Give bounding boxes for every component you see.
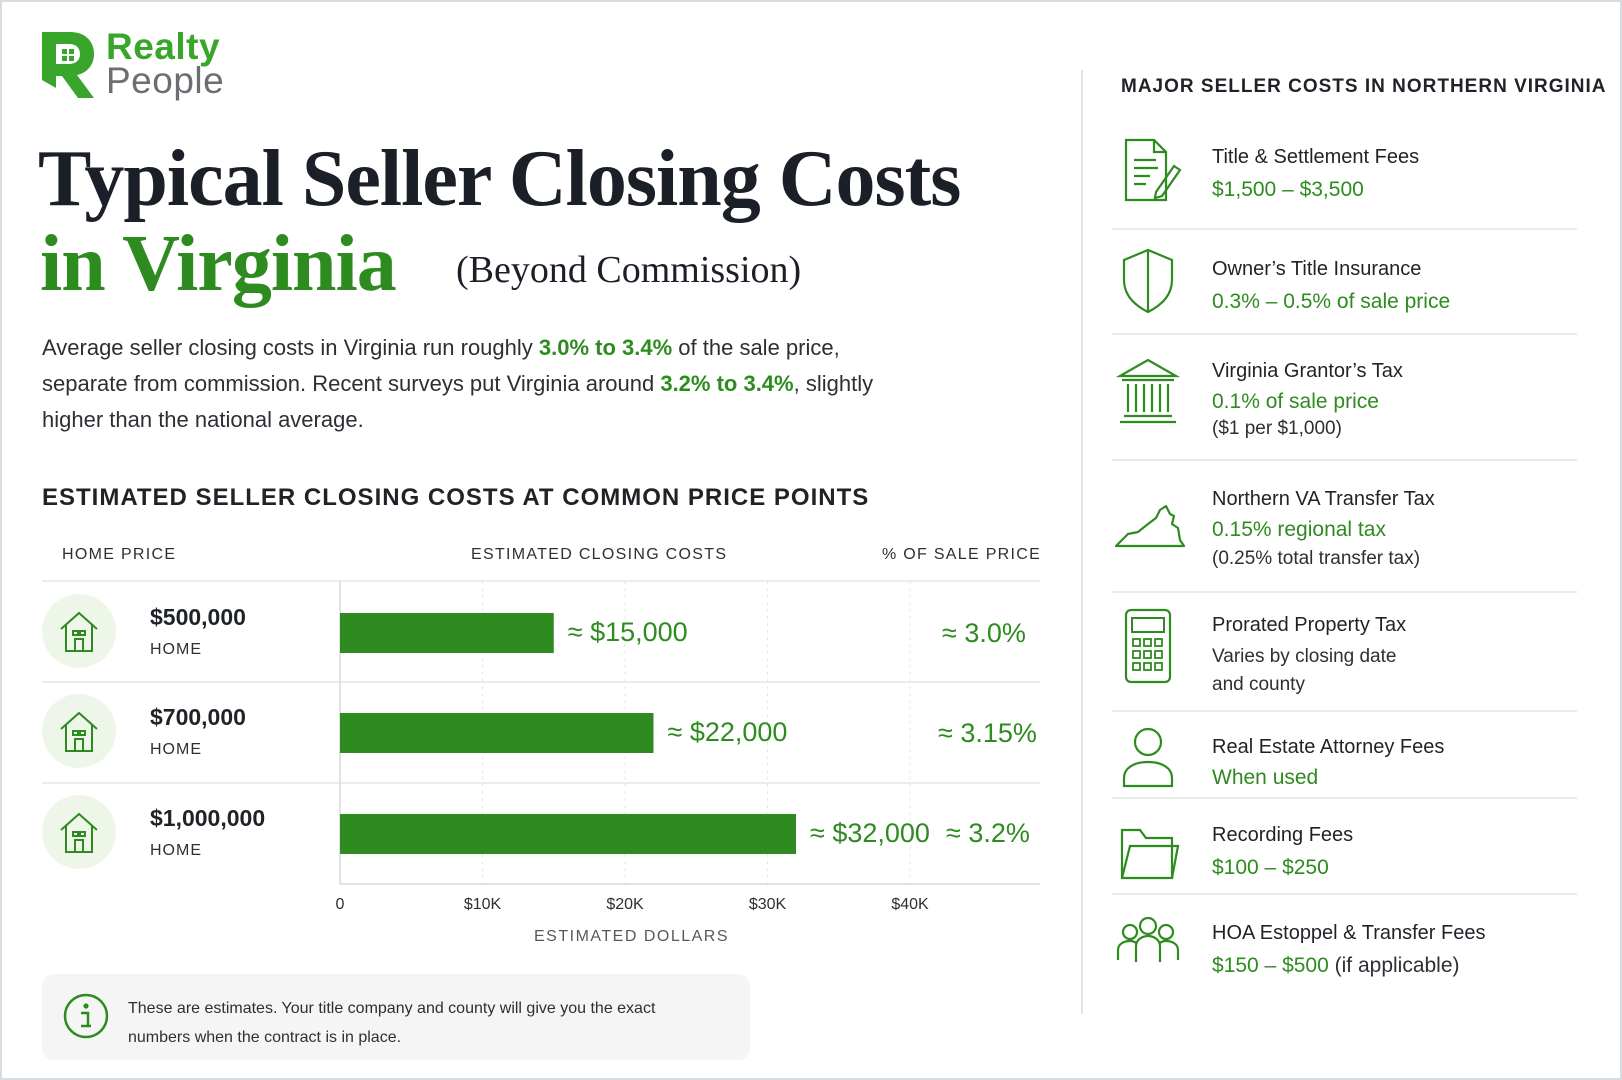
bar (340, 814, 796, 854)
column-divider (1081, 70, 1083, 1014)
row-price: $1,000,000 (150, 805, 266, 831)
row-home-label: HOME (150, 641, 202, 658)
page-title-line1: Typical Seller Closing Costs (38, 135, 961, 223)
home-icon-circle (42, 594, 116, 668)
row-home-label: HOME (150, 741, 202, 758)
intro-text-2: of the sale price, separate from commiss… (42, 335, 840, 396)
cost-item-property-tax: Prorated Property Tax Varies by closing … (1112, 608, 1577, 708)
x-axis-title: ESTIMATED DOLLARS (534, 928, 730, 945)
chart-section-title: ESTIMATED SELLER CLOSING COSTS AT COMMON… (42, 484, 870, 511)
intro-highlight-1: 3.0% to 3.4% (538, 335, 673, 360)
intro-text-1: Average seller closing costs in Virginia… (42, 335, 539, 360)
note-text: These are estimates. Your title company … (128, 1000, 656, 1046)
brand-name-line1: Realty (106, 26, 221, 67)
percent-label: ≈ 3.15% (938, 718, 1037, 748)
divider (1112, 228, 1577, 230)
house-icon (60, 711, 98, 752)
cost-value-amount: $150 – $500 (1212, 954, 1329, 977)
shield-icon (1122, 248, 1174, 314)
x-tick-label: 0 (335, 896, 345, 913)
percent-label: ≈ 3.0% (942, 618, 1026, 648)
x-tick-label: $30K (748, 896, 787, 913)
cost-name: Northern VA Transfer Tax (1212, 488, 1435, 510)
right-column-heading: MAJOR SELLER COSTS IN NORTHERN VIRGINIA (1121, 76, 1607, 97)
divider (1112, 459, 1577, 461)
cost-name: Recording Fees (1212, 824, 1354, 846)
intro-text-3: , slightly higher than the national aver… (42, 371, 874, 432)
cost-name: Title & Settlement Fees (1212, 146, 1420, 168)
calculator-icon (1124, 608, 1172, 684)
info-icon (63, 993, 109, 1039)
row-label-700k: $700,000 HOME (150, 704, 246, 759)
folder-icon (1120, 828, 1180, 880)
bar-value-label: ≈ $15,000 (567, 617, 688, 647)
cost-item-grantors-tax: Virginia Grantor’s Tax 0.1% of sale pric… (1112, 356, 1577, 456)
divider (1112, 591, 1577, 593)
cost-item-hoa: HOA Estoppel & Transfer Fees $150 – $500… (1112, 914, 1577, 994)
row-home-label: HOME (150, 842, 202, 859)
row-label-500k: $500,000 HOME (150, 604, 246, 659)
row-price: $500,000 (150, 604, 246, 630)
cost-value: When used (1212, 766, 1319, 789)
cost-note: (0.25% total transfer tax) (1212, 548, 1421, 569)
cost-name: HOA Estoppel & Transfer Fees (1212, 922, 1486, 944)
cost-value: $100 – $250 (1212, 856, 1329, 879)
cost-item-transfer-tax: Northern VA Transfer Tax 0.15% regional … (1112, 484, 1577, 584)
intro-paragraph: Average seller closing costs in Virginia… (42, 330, 892, 438)
cost-name: Real Estate Attorney Fees (1212, 736, 1445, 758)
closing-costs-chart (42, 580, 1040, 885)
document-pen-icon (1124, 138, 1182, 202)
brand-logo[interactable]: Realty People (40, 28, 224, 100)
row-label-1m: $1,000,000 HOME (150, 805, 265, 860)
cost-value: 0.3% – 0.5% of sale price (1212, 290, 1451, 313)
courthouse-icon (1115, 358, 1181, 424)
divider (1112, 710, 1577, 712)
cost-item-title-insurance: Owner’s Title Insurance 0.3% – 0.5% of s… (1112, 246, 1577, 326)
virginia-map-icon (1114, 504, 1186, 548)
x-tick-label: $10K (463, 896, 502, 913)
home-icon-circle (42, 694, 116, 768)
page-title-suffix: (Beyond Commission) (456, 249, 802, 291)
page-title-line2: in Virginia (40, 220, 397, 308)
cost-name: Virginia Grantor’s Tax (1212, 360, 1403, 382)
divider (1112, 797, 1577, 799)
x-tick-label: $40K (891, 896, 929, 913)
divider (1112, 333, 1577, 335)
cost-item-recording: Recording Fees $100 – $250 (1112, 818, 1577, 898)
intro-highlight-2: 3.2% to 3.4% (660, 371, 794, 396)
brand-name: Realty People (106, 26, 225, 101)
cost-note: and county (1212, 674, 1305, 695)
bar-value-label: ≈ $22,000 (667, 717, 788, 747)
cost-value: $1,500 – $3,500 (1212, 178, 1364, 201)
percent-label: ≈ 3.2% (946, 818, 1030, 848)
house-icon (60, 812, 98, 853)
realty-people-logo-icon (42, 32, 94, 98)
divider (1112, 893, 1577, 895)
column-header-home-price: HOME PRICE (62, 546, 177, 563)
group-icon (1116, 916, 1180, 962)
bar (340, 713, 654, 753)
house-icon (60, 611, 98, 652)
row-price: $700,000 (150, 704, 246, 730)
cost-value: $150 – $500 (if applicable) (1212, 954, 1460, 978)
bar-value-label: ≈ $32,000 (810, 818, 930, 848)
cost-value: 0.15% regional tax (1212, 518, 1386, 541)
home-icon-circle (42, 795, 116, 869)
cost-name: Prorated Property Tax (1212, 614, 1407, 636)
x-tick-label: $20K (606, 896, 644, 913)
cost-name: Owner’s Title Insurance (1212, 258, 1422, 280)
bar (340, 613, 554, 653)
cost-item-title-settlement: Title & Settlement Fees $1,500 – $3,500 (1112, 136, 1577, 226)
cost-value-suffix: (if applicable) (1328, 954, 1460, 977)
cost-note: Varies by closing date (1212, 646, 1397, 667)
cost-note: ($1 per $1,000) (1212, 418, 1342, 439)
cost-item-attorney: Real Estate Attorney Fees When used (1112, 724, 1577, 804)
cost-value: 0.1% of sale price (1212, 390, 1379, 413)
column-header-closing-costs: ESTIMATED CLOSING COSTS (471, 546, 728, 563)
column-header-percent: % OF SALE PRICE (882, 546, 1042, 563)
brand-name-line2: People (106, 60, 225, 101)
person-icon (1122, 727, 1174, 788)
estimate-note: These are estimates. Your title company … (42, 974, 750, 1060)
